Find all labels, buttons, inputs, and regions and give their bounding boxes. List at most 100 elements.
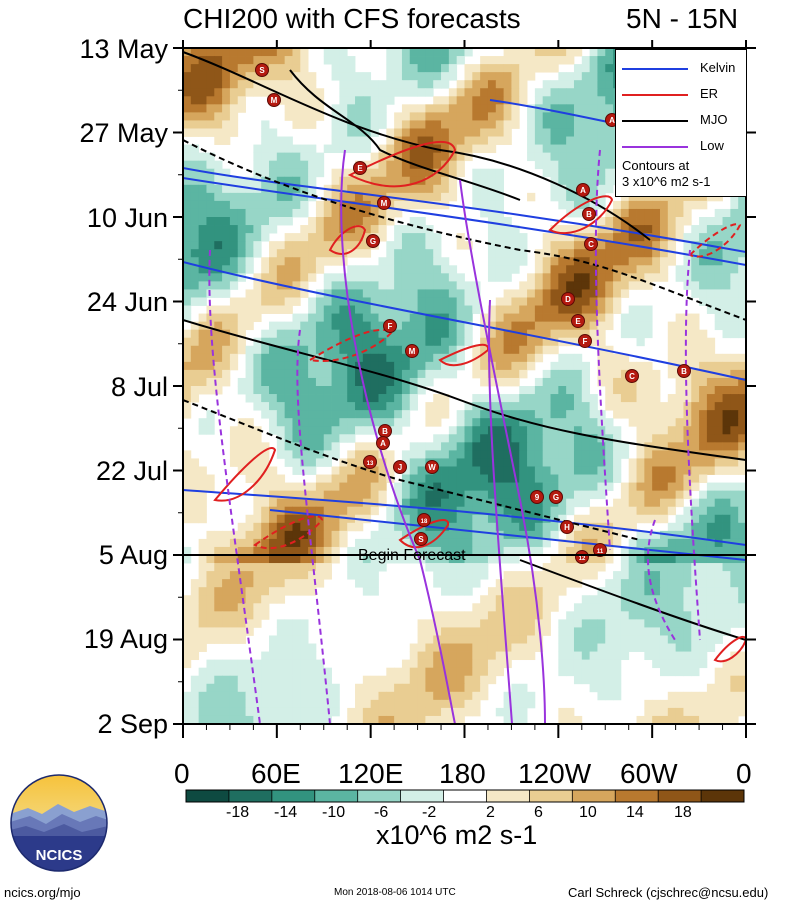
heatmap-cell: [425, 64, 434, 73]
heatmap-cell: [644, 651, 653, 661]
heatmap-cell: [699, 707, 708, 717]
heatmap-cell: [652, 571, 661, 580]
heatmap-cell: [183, 627, 192, 636]
heatmap-cell: [652, 265, 661, 274]
heatmap-cell: [315, 249, 325, 258]
heatmap-cell: [355, 321, 364, 331]
heatmap-cell: [401, 112, 411, 121]
storm-label: C: [629, 372, 635, 381]
heatmap-cell: [198, 691, 207, 701]
heatmap-cell: [308, 587, 317, 596]
heatmap-cell: [550, 337, 559, 347]
heatmap-cell: [190, 337, 200, 347]
heatmap-cell: [550, 450, 559, 459]
storm-label: D: [565, 295, 571, 304]
heatmap-cell: [738, 611, 746, 620]
heatmap-cell: [401, 200, 411, 210]
heatmap-cell: [261, 152, 270, 162]
heatmap-cell: [644, 208, 653, 218]
heatmap-cell: [667, 659, 677, 669]
heatmap-cell: [456, 56, 465, 65]
heatmap-cell: [487, 56, 497, 65]
heatmap-cell: [558, 176, 567, 186]
heatmap-cell: [738, 466, 746, 475]
heatmap-cell: [573, 80, 583, 89]
heatmap-cell: [269, 168, 278, 178]
heatmap-cell: [253, 691, 262, 701]
heatmap-cell: [573, 715, 583, 724]
heatmap-cell: [628, 225, 637, 234]
heatmap-cell: [183, 595, 192, 604]
heatmap-cell: [730, 257, 739, 266]
heatmap-cell: [566, 241, 575, 250]
heatmap-cell: [433, 361, 442, 371]
heatmap-cell: [433, 643, 442, 652]
heatmap-cell: [675, 418, 684, 427]
heatmap-cell: [222, 80, 231, 89]
heatmap-cell: [401, 144, 411, 154]
heatmap-cell: [394, 208, 403, 218]
heatmap-cell: [534, 450, 544, 459]
heatmap-cell: [347, 265, 356, 274]
heatmap-cell: [269, 555, 278, 564]
heatmap-cell: [738, 595, 746, 604]
heatmap-cell: [261, 281, 270, 290]
heatmap-cell: [605, 402, 614, 411]
heatmap-cell: [386, 217, 395, 226]
heatmap-cell: [659, 514, 669, 524]
heatmap-cell: [292, 72, 301, 81]
heatmap-cell: [331, 281, 340, 290]
heatmap-cell: [487, 619, 497, 628]
heatmap-cell: [308, 96, 317, 105]
heatmap-cell: [190, 707, 200, 717]
heatmap-cell: [284, 627, 293, 636]
heatmap-cell: [386, 474, 395, 483]
heatmap-cell: [237, 530, 246, 540]
heatmap-cell: [527, 56, 536, 65]
heatmap-cell: [566, 490, 575, 500]
heatmap-cell: [581, 72, 591, 81]
heatmap-cell: [699, 265, 708, 274]
heatmap-cell: [472, 490, 481, 500]
heatmap-cell: [253, 611, 262, 620]
heatmap-cell: [214, 579, 223, 588]
heatmap-cell: [706, 563, 716, 572]
heatmap-cell: [401, 128, 411, 137]
heatmap-cell: [229, 241, 239, 250]
heatmap-cell: [261, 56, 270, 65]
heatmap-cell: [675, 208, 684, 218]
heatmap-cell: [441, 281, 450, 290]
heatmap-cell: [370, 530, 379, 540]
heatmap-cell: [362, 418, 372, 427]
heatmap-cell: [472, 80, 481, 89]
heatmap-cell: [652, 482, 661, 492]
heatmap-cell: [214, 683, 223, 693]
heatmap-cell: [667, 635, 677, 644]
heatmap-cell: [511, 289, 520, 298]
heatmap-cell: [292, 257, 301, 266]
heatmap-cell: [284, 418, 293, 427]
heatmap-cell: [519, 418, 528, 427]
heatmap-cell: [722, 530, 731, 540]
heatmap-cell: [284, 208, 293, 218]
heatmap-cell: [581, 96, 591, 105]
heatmap-cell: [276, 64, 286, 73]
heatmap-cell: [691, 514, 700, 524]
heatmap-cell: [276, 361, 286, 371]
low-contour: [459, 179, 546, 724]
heatmap-cell: [464, 64, 473, 73]
heatmap-cell: [425, 377, 434, 387]
heatmap-cell: [417, 450, 426, 459]
heatmap-cell: [448, 88, 458, 97]
heatmap-cell: [409, 683, 418, 693]
heatmap-cell: [730, 225, 739, 234]
heatmap-cell: [198, 152, 207, 162]
heatmap-cell: [378, 699, 387, 709]
heatmap-cell: [659, 458, 669, 467]
heatmap-cell: [519, 490, 528, 500]
heatmap-cell: [222, 377, 231, 387]
heatmap-cell: [401, 538, 411, 548]
heatmap-cell: [339, 329, 348, 339]
heatmap-cell: [206, 80, 215, 89]
heatmap-cell: [659, 707, 669, 717]
